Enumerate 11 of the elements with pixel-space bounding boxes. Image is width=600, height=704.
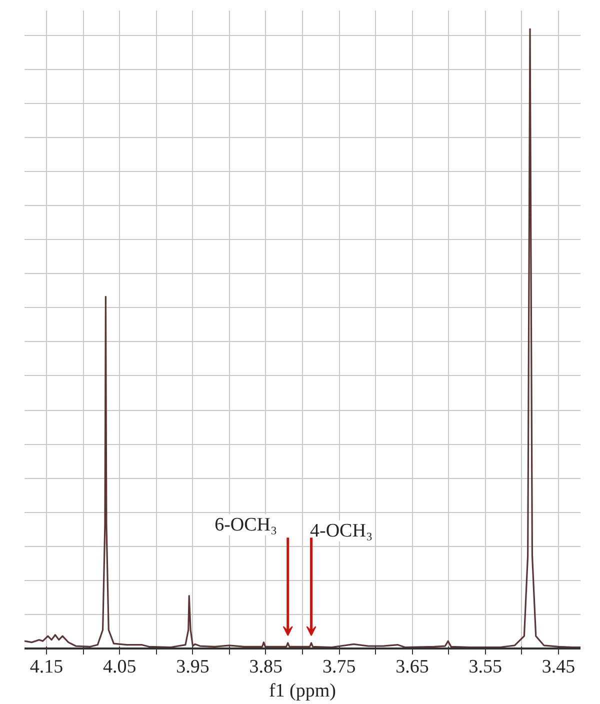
x-tick-label: 3.55: [468, 656, 502, 678]
x-tick-label: 3.75: [322, 656, 356, 678]
x-tick-label: 3.85: [249, 656, 283, 678]
x-tick-label: 4.15: [30, 656, 64, 678]
annotation: 4-OCH₃: [310, 520, 373, 542]
x-tick-label: 3.95: [176, 656, 210, 678]
x-tick-label: 3.65: [396, 656, 429, 678]
x-tick-label: 4.05: [102, 656, 136, 678]
x-axis-title: f1 (ppm): [268, 680, 336, 702]
x-tick-label: 3.45: [542, 656, 576, 678]
annotation: 6-OCH₃: [214, 514, 278, 536]
